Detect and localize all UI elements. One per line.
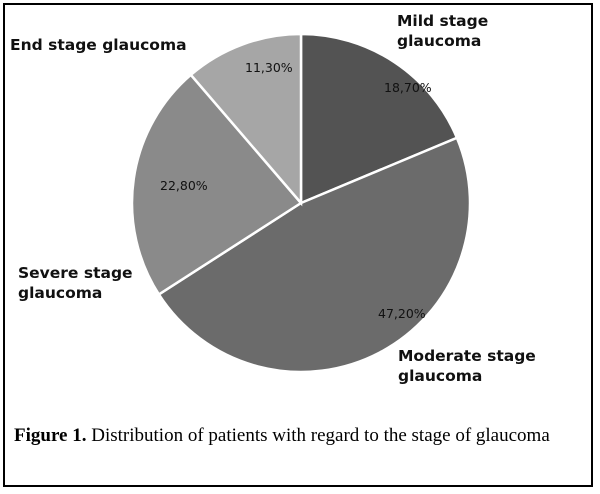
value-label-1: 18,70% bbox=[384, 80, 432, 95]
pie-slice-2 bbox=[157, 136, 472, 374]
pie-slice-4 bbox=[189, 32, 303, 207]
caption-text: Distribution of patients with regard to … bbox=[91, 425, 550, 446]
category-label-4: End stage glaucoma bbox=[10, 36, 187, 54]
pie-slice-3 bbox=[130, 73, 303, 297]
pie-slice-1 bbox=[299, 32, 459, 205]
figure-caption: Figure 1. Distribution of patients with … bbox=[14, 424, 574, 448]
category-label-1: Mild stage glaucoma bbox=[397, 12, 488, 50]
category-label-3: Severe stage glaucoma bbox=[18, 264, 133, 302]
caption-label: Figure 1. bbox=[14, 425, 87, 446]
category-label-2: Moderate stage glaucoma bbox=[398, 347, 536, 385]
pie-chart: 18,70% 47,20% 22,80% 11,30% Mild stage glauc… bbox=[10, 12, 536, 385]
category-labels: Mild stage glaucoma Moderate stage glaucoma… bbox=[10, 12, 536, 385]
value-label-2: 47,20% bbox=[378, 306, 426, 321]
pie-slices bbox=[130, 32, 472, 374]
value-label-4: 11,30% bbox=[245, 60, 293, 75]
value-label-3: 22,80% bbox=[160, 178, 208, 193]
value-labels: 18,70% 47,20% 22,80% 11,30% bbox=[160, 60, 432, 321]
